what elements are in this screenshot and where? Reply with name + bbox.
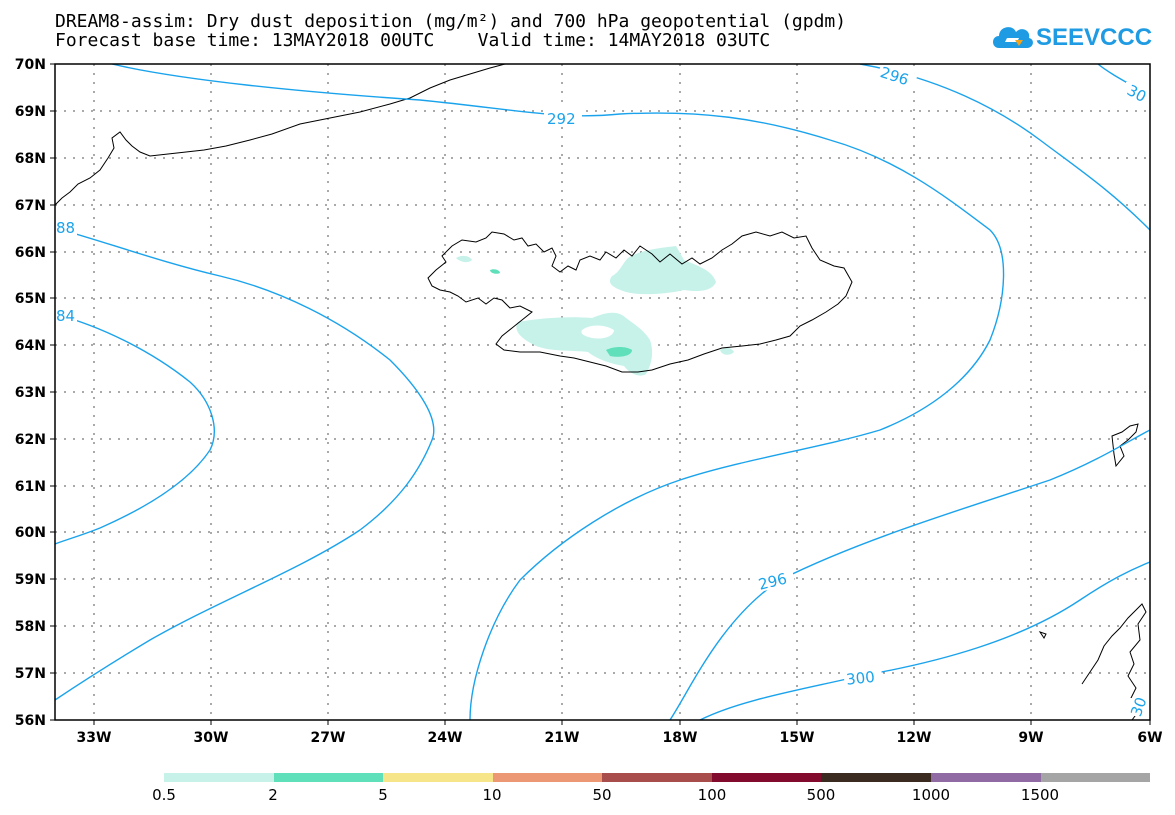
contour-296b (669, 429, 1150, 720)
colorbar-swatch (930, 773, 1041, 782)
seevccc-logo: SEEVCCC (989, 18, 1152, 58)
contour-label-292: 292 (547, 110, 576, 128)
faroe-coast (1111, 423, 1139, 468)
geopotential-contours (55, 64, 1150, 720)
lat-label: 68N (15, 151, 46, 167)
contour-288 (55, 227, 435, 701)
lat-label: 60N (15, 525, 46, 541)
lat-label: 70N (15, 57, 46, 73)
coastlines (55, 64, 1147, 720)
tick-marks (50, 63, 1151, 725)
lon-label: 24W (428, 730, 463, 746)
colorbar-swatch (602, 773, 712, 782)
colorbar-label: 2 (268, 786, 278, 804)
contour-292 (111, 64, 1005, 720)
colorbar (164, 773, 1151, 782)
contour-label-84: 84 (56, 307, 75, 325)
colorbar-swatch (711, 773, 822, 782)
colorbar-label: 1000 (911, 786, 951, 804)
colorbar-label: 500 (806, 786, 836, 804)
contour-300b (699, 561, 1150, 720)
greenland-coast (55, 64, 506, 206)
lon-label: 15W (780, 730, 815, 746)
colorbar-label: 1500 (1020, 786, 1060, 804)
lon-label: 27W (311, 730, 346, 746)
lat-label: 66N (15, 245, 46, 261)
contour-label-296-bottom: 296 (757, 569, 789, 593)
lat-label: 63N (15, 385, 46, 401)
lat-label: 67N (15, 198, 46, 214)
colorbar-label: 50 (592, 786, 612, 804)
colorbar-swatch (383, 773, 493, 782)
lon-label: 12W (897, 730, 932, 746)
colorbar-label: 100 (697, 786, 727, 804)
dust-deposition-field (456, 246, 734, 376)
contour-label-296-top: 296 (878, 63, 911, 89)
lon-label: 18W (663, 730, 698, 746)
shetland-coast (1038, 631, 1047, 639)
lat-label: 59N (15, 572, 46, 588)
colorbar-label: 5 (378, 786, 388, 804)
colorbar-swatch (273, 773, 384, 782)
colorbar-swatch (492, 773, 603, 782)
contour-296 (859, 64, 1150, 231)
map-frame (54, 63, 1151, 721)
iceland-coast (427, 231, 853, 373)
lon-label: 30W (194, 730, 229, 746)
lat-label: 62N (15, 432, 46, 448)
colorbar-swatch (164, 773, 274, 782)
logo-text: SEEVCCC (1036, 24, 1153, 51)
cloud-icon (993, 27, 1033, 48)
contour-label-300: 300 (845, 668, 875, 689)
colorbar-label: 10 (482, 786, 502, 804)
contour-284 (55, 313, 215, 545)
lat-label: 64N (15, 338, 46, 354)
colorbar-label: 0.5 (152, 786, 176, 804)
lat-label: 69N (15, 104, 46, 120)
lon-label: 33W (77, 730, 112, 746)
lat-label: 57N (15, 666, 46, 682)
latitude-labels: 70N 69N 68N 67N 66N 65N 64N 63N 62N 61N … (15, 57, 46, 729)
colorbar-swatch (821, 773, 931, 782)
lon-label: 9W (1018, 730, 1043, 746)
lon-label: 21W (545, 730, 580, 746)
lat-label: 58N (15, 619, 46, 635)
map-title-line1: DREAM8-assim: Dry dust deposition (mg/m²… (55, 11, 847, 32)
longitude-labels: 33W 30W 27W 24W 21W 18W 15W 12W 9W 6W (77, 730, 1163, 746)
colorbar-swatch (1040, 773, 1151, 782)
contour-labels: 292 296 30 88 84 296 300 30 (55, 63, 1150, 719)
grid-lines (55, 64, 1150, 720)
lat-label: 65N (15, 291, 46, 307)
contour-label-30-bottom: 30 (1127, 695, 1150, 719)
lat-label: 56N (15, 713, 46, 729)
contour-label-88: 88 (56, 219, 75, 237)
lat-label: 61N (15, 479, 46, 495)
scotland-coast (1081, 603, 1147, 720)
map-title-line2: Forecast base time: 13MAY2018 00UTC Vali… (55, 30, 771, 51)
lon-label: 6W (1137, 730, 1162, 746)
